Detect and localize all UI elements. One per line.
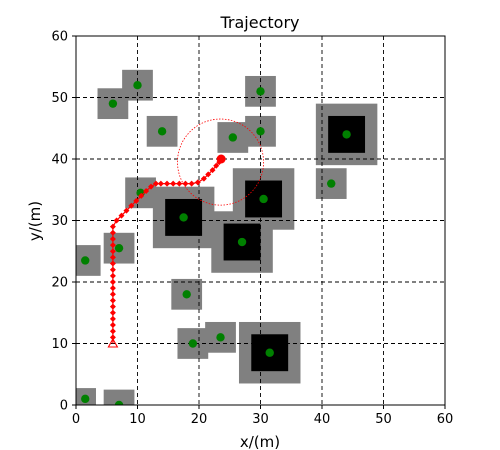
- trajectory-point: [109, 260, 116, 267]
- obstacle-center-point: [327, 179, 336, 188]
- trajectory-point: [200, 175, 207, 182]
- y-tick-label: 0: [60, 399, 68, 414]
- obstacle-center-point: [216, 333, 225, 342]
- trajectory-point: [109, 279, 116, 285]
- x-tick-label: 40: [314, 412, 331, 427]
- obstacle-center-point: [182, 290, 191, 299]
- trajectory-point: [109, 254, 116, 261]
- obstacle-center-point: [179, 213, 188, 222]
- y-tick-label: 50: [51, 91, 68, 106]
- trajectory-point: [205, 171, 212, 178]
- trajectory-point: [182, 180, 189, 187]
- obstacle-center-point: [256, 127, 265, 136]
- trajectory-point: [109, 303, 116, 310]
- obstacle-center-point: [237, 237, 247, 247]
- chart-title: Trajectory: [220, 13, 300, 32]
- x-axis-title: x/(m): [240, 433, 280, 450]
- trajectory-point: [109, 272, 116, 279]
- trajectory-point: [109, 334, 116, 341]
- goal-marker: [216, 154, 226, 164]
- obstacle-center-point: [188, 339, 198, 348]
- y-tick-label: 10: [51, 337, 68, 352]
- trajectory-point: [157, 180, 164, 187]
- trajectory-point: [138, 192, 145, 199]
- x-tick-label: 0: [72, 412, 80, 427]
- trajectory-point: [148, 183, 155, 190]
- obstacle-center-point: [108, 99, 118, 108]
- y-tick-label: 60: [51, 30, 68, 45]
- trajectory-point: [109, 322, 116, 329]
- trajectory-point: [194, 179, 201, 186]
- obstacle-center-point: [256, 87, 265, 96]
- trajectory-point: [213, 162, 220, 169]
- obstacle-center-point: [81, 256, 90, 265]
- obstacle-center-point: [114, 400, 124, 405]
- trajectory-point: [109, 235, 116, 242]
- trajectory-point: [152, 180, 159, 187]
- trajectory-point: [109, 328, 116, 335]
- trajectory-point: [109, 229, 116, 236]
- trajectory-point: [109, 309, 116, 316]
- trajectory-point: [188, 180, 195, 187]
- trajectory-point: [109, 266, 116, 273]
- obstacle-center-point: [81, 394, 90, 404]
- obstacle-center-point: [259, 194, 268, 204]
- goal-radius-circle: [177, 118, 264, 206]
- trajectory-point: [109, 315, 116, 322]
- y-axis-title: y/(m): [26, 201, 44, 241]
- plot-area: 0 10 20 30 40 50 60 0 10 20 30 40 50 60: [51, 30, 453, 428]
- y-tick-label: 40: [51, 153, 68, 168]
- trajectory-point: [176, 180, 183, 187]
- trajectory-point: [113, 217, 120, 224]
- y-tick-label: 30: [51, 214, 68, 229]
- trajectory-point: [109, 242, 116, 249]
- trajectory-point: [118, 212, 125, 219]
- trajectory-point: [109, 291, 116, 298]
- trajectory-point: [164, 180, 171, 187]
- trajectory-point: [170, 180, 177, 187]
- x-tick-label: 30: [252, 412, 269, 427]
- trajectory-point: [123, 207, 130, 214]
- x-tick-label: 50: [375, 412, 392, 427]
- obstacle-center-point: [133, 81, 142, 90]
- trajectory-point: [209, 167, 216, 174]
- trajectory-point: [143, 187, 150, 194]
- y-tick-label: 20: [51, 276, 68, 291]
- obstacle-center-point: [114, 243, 124, 253]
- start-marker: [107, 337, 119, 348]
- trajectory-point: [109, 297, 116, 304]
- obstacle-center-point: [342, 130, 351, 139]
- x-tick-label: 20: [191, 412, 208, 427]
- obstacle-center-point: [228, 133, 238, 142]
- x-tick-label: 60: [437, 412, 454, 427]
- trajectory-point: [109, 248, 116, 255]
- trajectory-point: [109, 223, 116, 230]
- trajectory-point: [133, 197, 140, 204]
- plot-content: [76, 36, 445, 405]
- x-tick-label: 10: [129, 412, 146, 427]
- obstacle-margin: [103, 389, 135, 405]
- obstacle-center-point: [265, 348, 274, 357]
- trajectory-point: [109, 285, 116, 292]
- trajectory-point: [128, 202, 135, 209]
- obstacle-center-point: [157, 127, 167, 136]
